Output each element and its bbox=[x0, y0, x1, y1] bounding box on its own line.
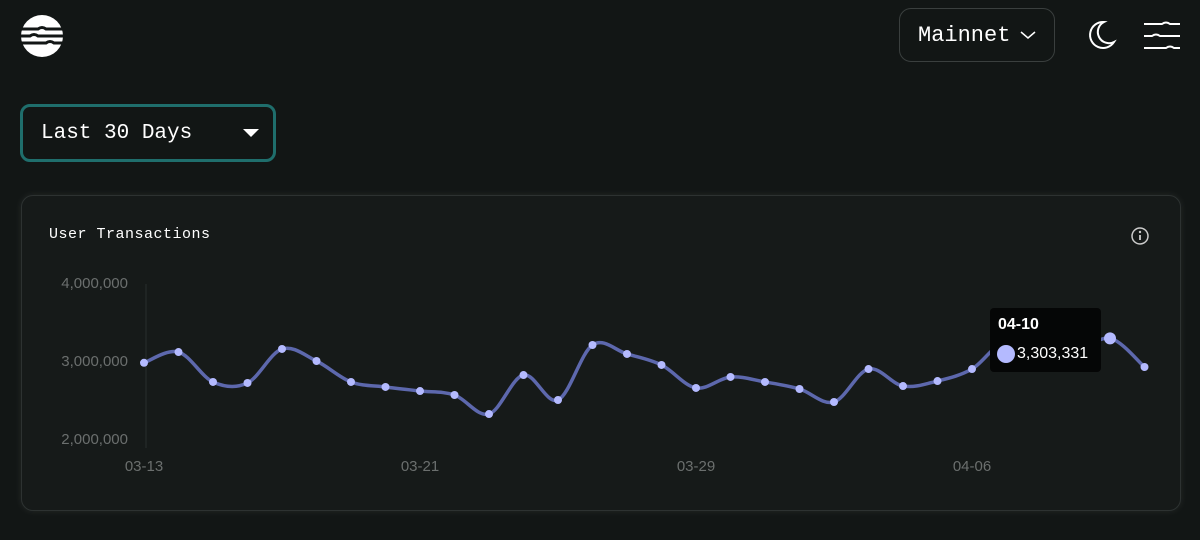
active-point bbox=[1104, 332, 1116, 345]
data-point bbox=[830, 398, 838, 407]
data-point bbox=[485, 410, 493, 419]
data-point bbox=[278, 344, 286, 353]
dropdown-arrow bbox=[243, 129, 259, 137]
x-tick-label: 03-13 bbox=[125, 458, 163, 475]
y-tick-label: 2,000,000 bbox=[61, 431, 128, 448]
range-label: Last 30 Days bbox=[41, 121, 193, 145]
range-dropdown[interactable]: Last 30 Days bbox=[20, 104, 276, 162]
data-point bbox=[933, 377, 942, 386]
data-point bbox=[381, 382, 390, 391]
tooltip bbox=[990, 308, 1101, 372]
data-point bbox=[554, 395, 562, 404]
tooltip-swatch bbox=[997, 345, 1015, 363]
data-point bbox=[623, 349, 631, 358]
data-point bbox=[312, 356, 321, 365]
menu-button[interactable] bbox=[1142, 20, 1182, 54]
theme-toggle[interactable] bbox=[1084, 18, 1118, 52]
tooltip-title: 04-10 bbox=[998, 316, 1039, 333]
tooltip-value: 3,303,331 bbox=[1017, 345, 1088, 362]
info-icon[interactable] bbox=[1130, 226, 1152, 248]
x-tick-label: 03-29 bbox=[677, 458, 715, 475]
logo[interactable] bbox=[20, 14, 66, 60]
chevron bbox=[1020, 31, 1036, 39]
data-point bbox=[174, 348, 183, 357]
data-point bbox=[726, 372, 735, 381]
data-point bbox=[450, 390, 459, 399]
data-point bbox=[1140, 362, 1149, 371]
data-point bbox=[795, 384, 804, 393]
data-point bbox=[140, 358, 148, 367]
data-point bbox=[588, 340, 597, 349]
data-point bbox=[209, 377, 217, 386]
y-tick-label: 3,000,000 bbox=[61, 353, 128, 370]
x-tick-label: 03-21 bbox=[401, 458, 439, 475]
chart-title: User Transactions bbox=[49, 226, 211, 243]
y-tick-label: 4,000,000 bbox=[61, 275, 128, 292]
data-point bbox=[899, 382, 907, 391]
x-tick-label: 04-06 bbox=[953, 458, 991, 475]
data-point bbox=[416, 387, 424, 396]
data-point bbox=[519, 371, 528, 380]
data-point bbox=[968, 365, 976, 374]
data-point bbox=[243, 378, 252, 387]
data-point bbox=[761, 377, 769, 386]
network-label: Mainnet bbox=[918, 22, 1011, 48]
data-point bbox=[657, 360, 666, 369]
data-point bbox=[692, 383, 700, 392]
network-selector[interactable]: Mainnet bbox=[899, 8, 1055, 62]
data-point bbox=[864, 365, 873, 374]
data-point bbox=[347, 377, 355, 386]
